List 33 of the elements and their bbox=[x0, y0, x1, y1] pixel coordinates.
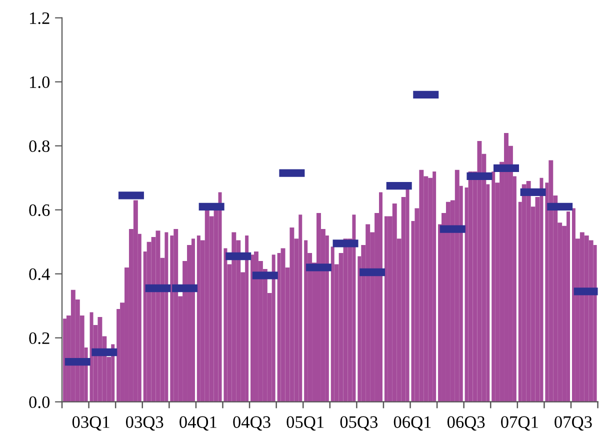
bar bbox=[468, 171, 473, 402]
x-tick-label: 05Q3 bbox=[340, 416, 378, 431]
x-tick-label: 03Q3 bbox=[126, 416, 164, 431]
x-tick-label: 05Q1 bbox=[286, 416, 324, 431]
y-tick-label: 0.4 bbox=[29, 268, 50, 280]
y-tick-label: 0.0 bbox=[29, 396, 50, 408]
bar bbox=[272, 254, 276, 402]
bar bbox=[133, 200, 138, 402]
bar bbox=[174, 229, 178, 402]
y-tick-label: 0.8 bbox=[29, 140, 50, 152]
bar bbox=[304, 240, 308, 402]
bar bbox=[191, 238, 195, 402]
x-tick-label: 06Q3 bbox=[447, 416, 485, 431]
x-tick-label: 04Q3 bbox=[233, 416, 270, 431]
bar bbox=[352, 214, 356, 402]
bar bbox=[492, 171, 496, 402]
y-tick-label: 1.2 bbox=[30, 12, 50, 24]
bar bbox=[477, 141, 482, 402]
bar bbox=[98, 317, 102, 402]
bar bbox=[548, 160, 554, 402]
x-tick-label: 04Q1 bbox=[180, 416, 216, 431]
x-tick-label: 03Q1 bbox=[72, 416, 110, 431]
y-tick-label: 0.2 bbox=[29, 332, 50, 344]
bar bbox=[280, 248, 286, 402]
bar bbox=[90, 312, 94, 402]
y-tick-label: 1.0 bbox=[30, 76, 50, 88]
bar bbox=[454, 170, 460, 402]
x-tick-label: 07Q1 bbox=[501, 416, 538, 431]
x-tick-label: 06Q1 bbox=[394, 416, 431, 431]
bar bbox=[343, 238, 348, 402]
bar bbox=[540, 178, 544, 402]
x-tick-label: 07Q3 bbox=[554, 416, 592, 431]
y-tick-label: 0.6 bbox=[29, 204, 50, 216]
